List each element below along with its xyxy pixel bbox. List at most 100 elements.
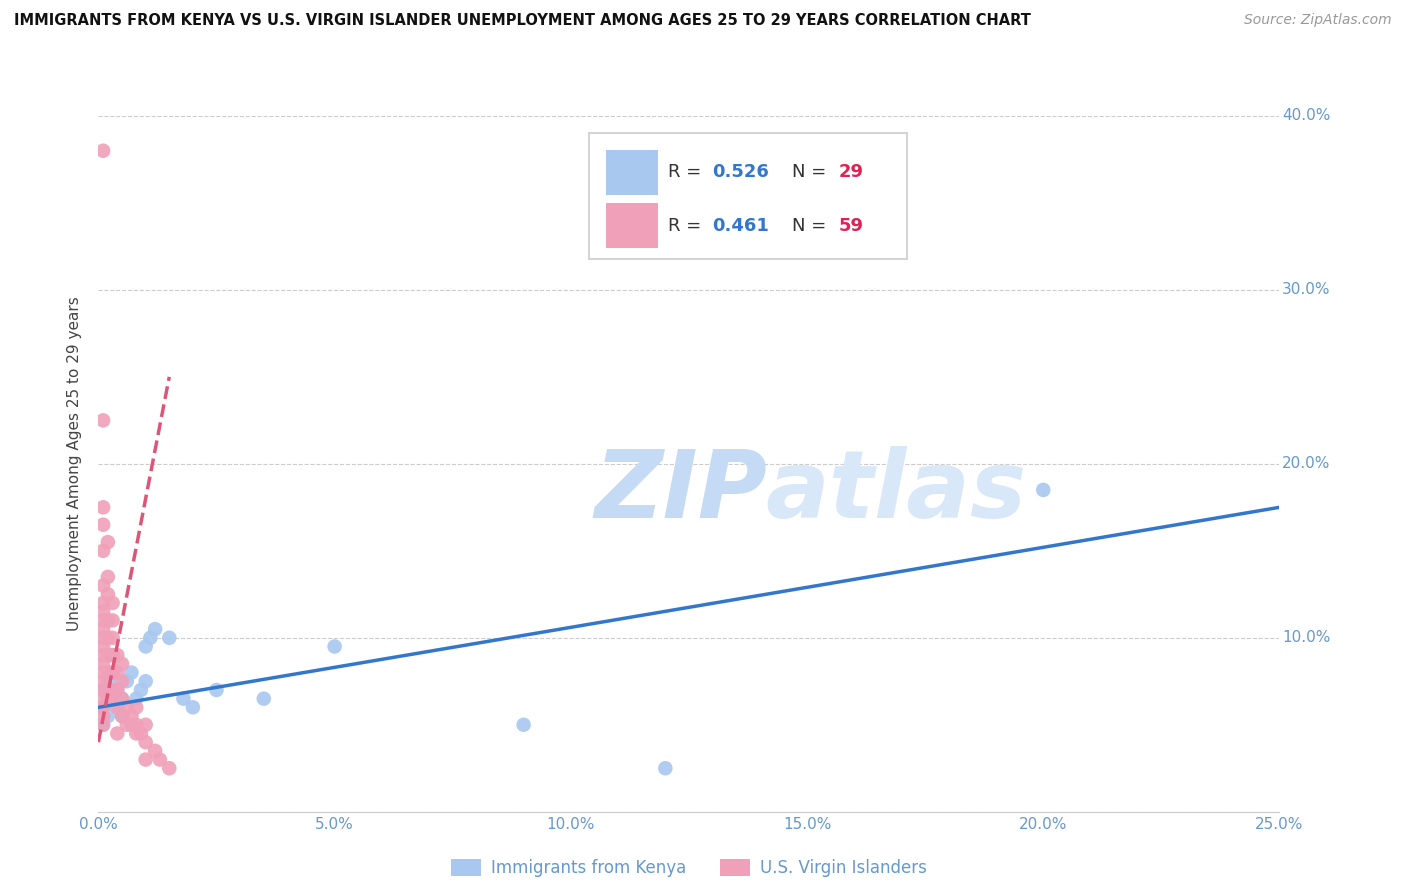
Point [105, 700, 128, 714]
Point [105, 700, 128, 714]
Point [143, 622, 166, 636]
Point [101, 648, 124, 662]
Point [101, 691, 124, 706]
Point [101, 596, 124, 610]
Point [91, 640, 114, 654]
Point [97, 614, 120, 628]
Point [101, 665, 124, 680]
Point [111, 691, 134, 706]
Point [135, 674, 157, 689]
Text: 10.0%: 10.0% [1282, 631, 1330, 645]
Point [125, 717, 148, 731]
Point [91, 709, 114, 723]
Point [121, 717, 143, 731]
Point [125, 726, 148, 740]
Point [111, 691, 134, 706]
Point [129, 683, 152, 698]
Point [111, 674, 134, 689]
Point [91, 517, 114, 532]
Point [172, 691, 194, 706]
Point [105, 665, 128, 680]
Point [181, 700, 204, 714]
Point [97, 570, 120, 584]
Point [654, 761, 676, 775]
Point [97, 674, 120, 689]
Point [253, 691, 276, 706]
Point [91, 605, 114, 619]
Text: 30.0%: 30.0% [1282, 283, 1330, 297]
Point [97, 665, 120, 680]
Point [111, 657, 134, 671]
Point [105, 683, 128, 698]
Point [97, 691, 120, 706]
Point [91, 413, 114, 427]
Point [91, 631, 114, 645]
Point [91, 700, 114, 714]
Point [97, 631, 120, 645]
Point [91, 500, 114, 515]
Point [125, 700, 148, 714]
Point [512, 717, 534, 731]
Point [91, 683, 114, 698]
Point [97, 709, 120, 723]
Point [157, 631, 180, 645]
Point [91, 691, 114, 706]
Text: 59: 59 [839, 217, 863, 235]
Point [97, 648, 120, 662]
Text: N =: N = [792, 163, 832, 181]
Point [91, 622, 114, 636]
Point [91, 717, 114, 731]
Point [97, 587, 120, 601]
Point [101, 648, 124, 662]
Point [91, 578, 114, 592]
Point [91, 596, 114, 610]
Y-axis label: Unemployment Among Ages 25 to 29 years: Unemployment Among Ages 25 to 29 years [67, 296, 83, 632]
Point [135, 735, 157, 749]
Point [101, 665, 124, 680]
Point [91, 665, 114, 680]
Point [157, 761, 180, 775]
Point [105, 648, 128, 662]
Point [91, 717, 114, 731]
Point [111, 709, 134, 723]
Point [91, 543, 114, 558]
Point [323, 640, 346, 654]
Point [105, 726, 128, 740]
Text: R =: R = [668, 163, 707, 181]
Legend: Immigrants from Kenya, U.S. Virgin Islanders: Immigrants from Kenya, U.S. Virgin Islan… [444, 852, 934, 883]
Point [97, 683, 120, 698]
FancyBboxPatch shape [606, 203, 658, 248]
Point [91, 683, 114, 698]
Point [91, 674, 114, 689]
Point [121, 709, 143, 723]
Point [115, 717, 138, 731]
Point [115, 674, 138, 689]
FancyBboxPatch shape [606, 150, 658, 194]
Point [101, 683, 124, 698]
Point [121, 665, 143, 680]
Point [139, 631, 162, 645]
Point [125, 691, 148, 706]
Point [105, 683, 128, 698]
Point [129, 726, 152, 740]
Point [135, 753, 157, 767]
Point [91, 657, 114, 671]
Text: 0.461: 0.461 [713, 217, 769, 235]
Text: atlas: atlas [766, 446, 1026, 538]
Text: Source: ZipAtlas.com: Source: ZipAtlas.com [1244, 13, 1392, 28]
Text: R =: R = [668, 217, 707, 235]
Point [149, 753, 172, 767]
Point [143, 744, 166, 758]
Text: 29: 29 [839, 163, 863, 181]
Point [111, 709, 134, 723]
Point [101, 631, 124, 645]
Point [91, 700, 114, 714]
Text: IMMIGRANTS FROM KENYA VS U.S. VIRGIN ISLANDER UNEMPLOYMENT AMONG AGES 25 TO 29 Y: IMMIGRANTS FROM KENYA VS U.S. VIRGIN ISL… [14, 13, 1031, 29]
Text: 20.0%: 20.0% [1282, 457, 1330, 471]
Point [101, 614, 124, 628]
Point [115, 700, 138, 714]
Point [91, 614, 114, 628]
Point [205, 683, 228, 698]
Text: ZIP: ZIP [595, 446, 768, 538]
Text: N =: N = [792, 217, 832, 235]
